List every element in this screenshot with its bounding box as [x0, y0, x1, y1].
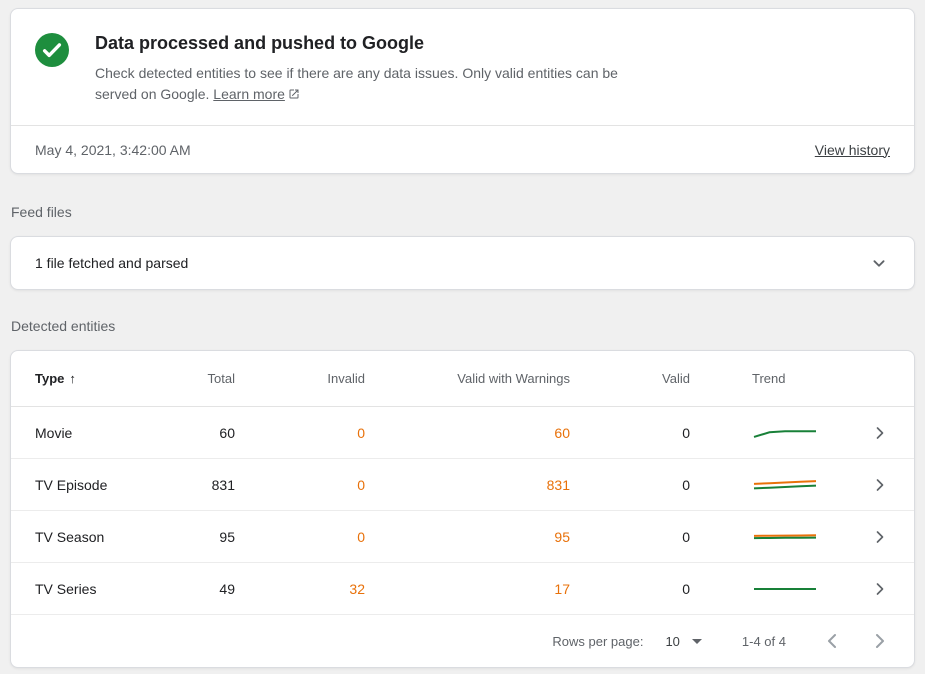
column-header-valid-with-warnings[interactable]: Valid with Warnings: [457, 371, 570, 386]
chevron-right-icon[interactable]: [870, 423, 890, 443]
chevron-right-icon[interactable]: [870, 579, 890, 599]
chevron-down-icon[interactable]: [868, 252, 890, 274]
feed-files-section-label: Feed files: [11, 204, 72, 220]
view-history-link[interactable]: View history: [814, 141, 890, 158]
status-body: Data processed and pushed to Google Chec…: [11, 9, 914, 125]
previous-page-button[interactable]: [820, 629, 844, 653]
status-card: Data processed and pushed to Google Chec…: [10, 8, 915, 174]
detected-entities-section-label: Detected entities: [11, 318, 116, 334]
feed-files-summary: 1 file fetched and parsed: [35, 255, 189, 271]
entity-invalid: 0: [357, 424, 365, 441]
entity-total: 60: [219, 424, 235, 441]
column-header-trend[interactable]: Trend: [752, 371, 786, 386]
entity-invalid: 0: [357, 476, 365, 493]
column-header-type[interactable]: Type ↑: [35, 371, 175, 386]
feed-files-card[interactable]: 1 file fetched and parsed: [10, 236, 915, 290]
chevron-right-icon[interactable]: [870, 475, 890, 495]
table-row[interactable]: TV Season 95 0 95 0: [11, 511, 914, 563]
trend-sparkline: [753, 479, 817, 489]
entity-valid: 0: [682, 476, 690, 493]
detected-entities-table: Type ↑ Total Invalid Valid with Warnings…: [10, 350, 915, 668]
table-row[interactable]: Movie 60 0 60 0: [11, 407, 914, 459]
entity-invalid: 32: [349, 580, 365, 597]
entity-valid: 0: [682, 580, 690, 597]
entity-valid-with-warnings: 60: [554, 424, 570, 441]
entity-type: Movie: [35, 424, 73, 441]
status-footer: May 4, 2021, 3:42:00 AM View history: [11, 125, 914, 173]
rows-per-page-select[interactable]: 10: [665, 633, 702, 649]
column-header-total[interactable]: Total: [207, 371, 235, 386]
column-header-invalid[interactable]: Invalid: [327, 371, 365, 386]
column-header-type-label: Type: [35, 371, 65, 386]
entity-valid: 0: [682, 528, 690, 545]
table-row[interactable]: TV Series 49 32 17 0: [11, 563, 914, 615]
column-header-valid[interactable]: Valid: [662, 371, 690, 386]
table-footer: Rows per page: 10 1-4 of 4: [11, 615, 914, 667]
dropdown-caret-icon: [691, 638, 702, 644]
rows-per-page-label: Rows per page:: [552, 633, 644, 649]
status-description-text: Check detected entities to see if there …: [95, 65, 618, 102]
entity-type: TV Episode: [35, 476, 108, 493]
status-timestamp: May 4, 2021, 3:42:00 AM: [35, 141, 191, 158]
external-link-icon: [289, 89, 299, 99]
learn-more-label: Learn more: [213, 86, 285, 102]
trend-sparkline: [754, 587, 816, 590]
status-description: Check detected entities to see if there …: [95, 63, 660, 105]
pagination-range: 1-4 of 4: [741, 633, 786, 649]
learn-more-link[interactable]: Learn more: [213, 86, 300, 102]
sort-ascending-icon: ↑: [69, 371, 76, 386]
trend-sparkline: [753, 533, 817, 539]
table-row[interactable]: TV Episode 831 0 831 0: [11, 459, 914, 511]
chevron-right-icon[interactable]: [870, 527, 890, 547]
status-title: Data processed and pushed to Google: [95, 33, 425, 53]
entity-invalid: 0: [357, 528, 365, 545]
next-page-button[interactable]: [868, 629, 892, 653]
entity-valid: 0: [682, 424, 690, 441]
entity-total: 95: [219, 528, 235, 545]
entity-total: 831: [211, 476, 235, 493]
trend-sparkline: [753, 429, 816, 438]
rows-per-page-value: 10: [665, 633, 680, 649]
entity-valid-with-warnings: 831: [546, 476, 570, 493]
status-text: Data processed and pushed to Google Chec…: [95, 33, 660, 105]
success-check-icon: [35, 33, 69, 67]
table-header-row: Type ↑ Total Invalid Valid with Warnings…: [11, 351, 914, 407]
entity-type: TV Season: [35, 528, 105, 545]
entity-valid-with-warnings: 95: [554, 528, 570, 545]
entity-valid-with-warnings: 17: [554, 580, 570, 597]
entity-total: 49: [219, 580, 235, 597]
entity-type: TV Series: [35, 580, 97, 597]
